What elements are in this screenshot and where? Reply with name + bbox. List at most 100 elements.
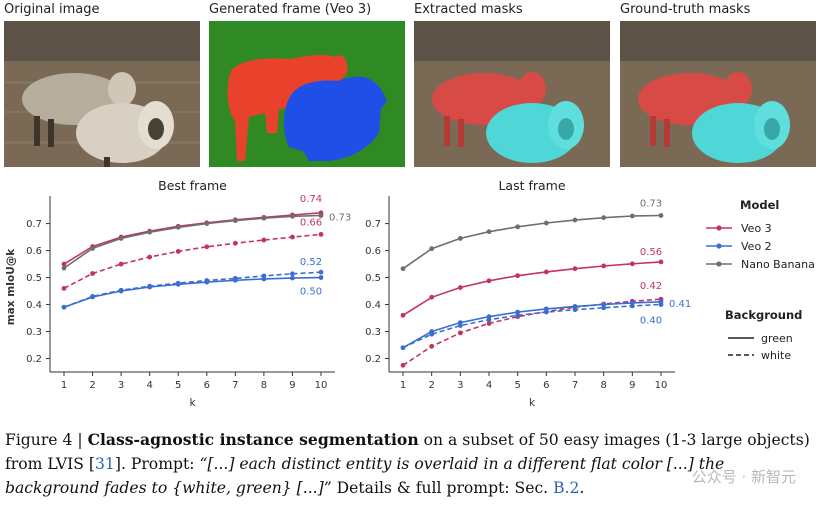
legend-veo3-marker	[716, 225, 722, 231]
x-tick-label: 6	[543, 380, 549, 391]
data-point-veo-2-white	[232, 275, 238, 281]
y-tick-label: 0.6	[26, 246, 42, 257]
caption-bold: Class-agnostic instance segmentation	[87, 430, 419, 449]
data-point-veo-2-white	[572, 307, 578, 313]
data-point-nano-banana-green	[515, 224, 521, 230]
data-point-nano-banana-green	[232, 218, 238, 224]
end-value-label: 0.73	[329, 212, 351, 223]
data-point-veo-2-white	[429, 331, 435, 337]
x-tick-label: 10	[315, 380, 328, 391]
end-value-label: 0.56	[640, 247, 662, 258]
series-line-nano-banana-green	[63, 214, 322, 269]
series-line-veo-3-white	[402, 298, 662, 366]
x-tick-label: 3	[457, 380, 463, 391]
x-tick-label: 5	[175, 380, 181, 391]
data-point-veo-2-green	[290, 275, 295, 281]
data-point-nano-banana-green	[629, 213, 635, 219]
data-point-nano-banana-green	[486, 229, 492, 235]
caption-text-3: Details & full prompt: Sec.	[331, 479, 554, 497]
data-point-nano-banana-green	[601, 215, 607, 221]
data-point-veo-3-green	[658, 259, 664, 265]
charts-area: Best frame 0.2 0.3 0.4 0.5 0.6 0.7 1 2 3 4 5 6 7 8 9 10 k…	[5, 178, 815, 409]
x-tick-label: 4	[486, 380, 492, 391]
legend-veo3-label: Veo 3	[741, 222, 772, 235]
end-value-label: 0.50	[300, 287, 322, 298]
data-point-nano-banana-green	[261, 215, 267, 221]
chart-best-frame: Best frame 0.2 0.3 0.4 0.5 0.6 0.7 1 2 3 4 5 6 7 8 9 10 k…	[5, 178, 351, 409]
chart-title: Last frame	[498, 178, 565, 193]
legend-nano-marker	[716, 261, 722, 267]
data-point-veo-3-white	[61, 285, 67, 291]
legend: Model Veo 3 Veo 2 Nano Banana Background…	[706, 198, 815, 362]
data-point-veo-2-white	[400, 345, 406, 351]
legend-veo2-marker	[716, 243, 722, 249]
caption-ref-link[interactable]: 31	[95, 455, 115, 473]
data-point-veo-3-green	[515, 273, 521, 279]
x-tick-label: 10	[655, 380, 668, 391]
data-point-nano-banana-green	[543, 220, 549, 226]
data-point-veo-3-white	[118, 261, 124, 267]
data-point-nano-banana-green	[658, 213, 664, 218]
panel-title-ground-truth: Ground-truth masks	[620, 2, 751, 17]
data-point-nano-banana-green	[429, 246, 435, 252]
chart-title: Best frame	[158, 178, 227, 193]
original-image	[4, 21, 200, 167]
y-tick-label: 0.7	[26, 219, 42, 230]
legend-white-label: white	[761, 349, 791, 362]
data-point-veo-3-white	[486, 321, 492, 326]
x-tick-label: 7	[232, 380, 238, 391]
data-point-nano-banana-green	[175, 224, 181, 230]
panel-title-extracted: Extracted masks	[414, 2, 523, 17]
y-tick-label: 0.2	[365, 354, 381, 365]
y-tick-label: 0.4	[26, 300, 42, 311]
y-tick-label: 0.5	[365, 273, 381, 284]
data-point-veo-3-green	[572, 266, 578, 272]
end-value-label: 0.52	[300, 257, 322, 268]
end-value-label: 0.66	[300, 217, 322, 228]
data-point-nano-banana-green	[290, 213, 295, 219]
extracted-masks-image	[414, 21, 610, 167]
data-point-veo-3-green	[486, 278, 492, 284]
x-axis-label: k	[529, 397, 536, 409]
data-point-veo-2-white	[629, 303, 635, 309]
data-point-veo-3-white	[232, 240, 238, 246]
x-tick-label: 9	[289, 380, 295, 391]
end-value-label: 0.40	[640, 316, 662, 327]
legend-veo2-label: Veo 2	[741, 240, 772, 253]
caption-prompt: “[...] each distinct entity is overlaid …	[5, 455, 725, 497]
caption-text-4: .	[579, 479, 585, 497]
data-point-veo-3-green	[629, 261, 635, 267]
data-point-veo-3-white	[429, 343, 435, 349]
caption-text-2: ]. Prompt:	[114, 455, 200, 473]
data-point-veo-3-white	[290, 234, 295, 240]
data-point-veo-2-green	[318, 275, 324, 280]
series-line-veo-2-green	[402, 301, 662, 349]
figure-caption: Figure 4 | Class-agnostic instance segme…	[5, 428, 821, 500]
panel-title-original: Original image	[4, 2, 100, 17]
x-tick-label: 6	[204, 380, 210, 391]
series-line-veo-3-green	[63, 212, 322, 265]
x-tick-label: 4	[146, 380, 152, 391]
caption-section-link[interactable]: B.2	[553, 479, 580, 497]
x-tick-label: 8	[261, 380, 267, 391]
x-tick-label: 9	[629, 380, 635, 391]
watermark: 公众号 · 新智元	[691, 468, 796, 486]
y-tick-label: 0.6	[365, 246, 381, 257]
y-tick-label: 0.4	[365, 300, 381, 311]
data-point-veo-2-white	[658, 302, 664, 307]
data-point-veo-3-white	[261, 237, 267, 243]
series-line-veo-3-green	[402, 261, 662, 316]
x-tick-label: 3	[118, 380, 124, 391]
end-value-label: 0.42	[640, 281, 662, 292]
data-point-nano-banana-green	[147, 229, 153, 235]
data-point-veo-2-white	[290, 271, 295, 277]
data-point-veo-3-green	[601, 263, 607, 269]
y-axis-label: max mIoU@k	[5, 248, 17, 326]
x-axis-label: k	[189, 397, 196, 409]
legend-green-label: green	[761, 332, 793, 345]
x-tick-label: 1	[61, 380, 67, 391]
y-tick-label: 0.2	[26, 354, 42, 365]
data-point-veo-3-green	[429, 294, 435, 300]
x-tick-label: 2	[428, 380, 434, 391]
series-line-nano-banana-green	[402, 214, 662, 270]
